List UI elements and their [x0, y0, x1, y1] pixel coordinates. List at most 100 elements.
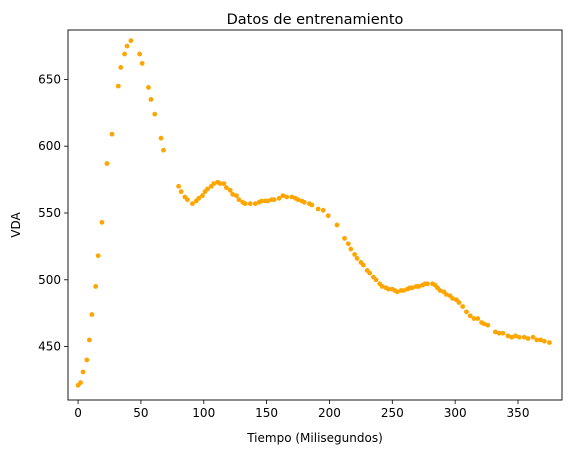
- data-point: [178, 189, 184, 195]
- data-point: [401, 288, 407, 293]
- data-point: [475, 316, 481, 321]
- x-tick-label: 50: [133, 406, 148, 420]
- x-tick-label: 350: [507, 406, 530, 420]
- data-point: [534, 337, 540, 343]
- data-point: [122, 51, 127, 57]
- data-point: [450, 296, 456, 301]
- data-point: [99, 219, 105, 225]
- data-point: [379, 284, 385, 289]
- data-point: [425, 281, 430, 287]
- y-tick-label: 550: [38, 206, 61, 220]
- data-point: [148, 97, 154, 102]
- data-point: [78, 380, 83, 386]
- data-point: [467, 313, 473, 319]
- x-tick-label: 150: [255, 406, 278, 420]
- data-point: [137, 51, 143, 57]
- data-point: [295, 197, 301, 203]
- data-point: [259, 198, 264, 204]
- data-point: [280, 193, 286, 199]
- data-point: [481, 321, 487, 327]
- data-point: [525, 336, 531, 341]
- y-tick-label: 450: [38, 340, 61, 354]
- data-point: [95, 253, 101, 259]
- data-point: [247, 201, 253, 207]
- data-point: [547, 340, 552, 345]
- data-point: [128, 38, 134, 44]
- data-point: [284, 194, 290, 200]
- data-point: [124, 43, 130, 49]
- data-point: [437, 288, 443, 293]
- data-point: [386, 286, 391, 292]
- x-tick-label: 250: [381, 406, 404, 420]
- y-tick-label: 650: [38, 72, 61, 86]
- data-point: [227, 187, 233, 193]
- data-point: [542, 338, 547, 344]
- data-point: [109, 131, 115, 137]
- data-point: [456, 300, 462, 305]
- y-axis: 450 500 550 600 650: [38, 72, 68, 354]
- data-point: [161, 147, 166, 153]
- data-point: [464, 309, 469, 315]
- data-point: [410, 285, 415, 291]
- data-point: [271, 197, 277, 203]
- data-point: [211, 181, 217, 187]
- data-points: [75, 38, 552, 388]
- x-tick-label: 0: [74, 406, 82, 420]
- data-point: [485, 322, 491, 328]
- data-point: [500, 330, 506, 336]
- data-point: [236, 197, 242, 203]
- data-point: [509, 334, 515, 340]
- data-point: [505, 333, 511, 339]
- data-point: [513, 333, 518, 339]
- data-point: [352, 252, 357, 257]
- data-point: [86, 337, 92, 343]
- data-point: [289, 194, 295, 200]
- data-point: [367, 270, 373, 276]
- plot-area: [67, 29, 563, 401]
- y-tick-label: 600: [38, 139, 61, 153]
- data-point: [146, 85, 151, 90]
- data-point: [234, 193, 239, 199]
- x-tick-label: 300: [444, 406, 467, 420]
- data-point: [301, 199, 307, 205]
- y-tick-label: 500: [38, 273, 61, 287]
- data-point: [118, 65, 124, 70]
- data-point: [158, 135, 164, 141]
- data-point: [200, 193, 205, 199]
- data-point: [521, 334, 527, 340]
- data-point: [309, 202, 315, 208]
- x-axis: 0 50 100 150 200 250 300 350: [74, 400, 529, 420]
- data-point: [93, 284, 99, 289]
- data-point: [190, 201, 195, 207]
- data-point: [394, 289, 400, 295]
- data-point: [360, 262, 366, 268]
- data-point: [373, 277, 379, 283]
- data-point: [276, 195, 282, 201]
- data-point: [538, 337, 544, 343]
- data-point: [84, 357, 90, 363]
- data-point: [196, 195, 202, 201]
- data-point: [115, 83, 121, 89]
- data-point: [176, 183, 182, 189]
- data-point: [252, 201, 258, 207]
- x-axis-label: Tiempo (Milisegundos): [246, 431, 383, 445]
- data-point: [530, 334, 536, 340]
- data-point: [443, 292, 449, 297]
- data-point: [223, 185, 229, 191]
- data-point: [230, 191, 236, 197]
- data-point: [325, 213, 331, 219]
- y-axis-label: VDA: [9, 211, 23, 237]
- data-point: [221, 181, 227, 187]
- data-point: [348, 246, 354, 252]
- data-point: [242, 201, 248, 207]
- data-point: [320, 207, 326, 213]
- data-point: [89, 312, 95, 317]
- data-point: [496, 330, 502, 336]
- data-point: [345, 241, 351, 247]
- data-point: [416, 284, 422, 289]
- data-point: [334, 222, 340, 228]
- data-point: [217, 181, 223, 187]
- data-point: [80, 369, 86, 375]
- data-point: [354, 256, 360, 261]
